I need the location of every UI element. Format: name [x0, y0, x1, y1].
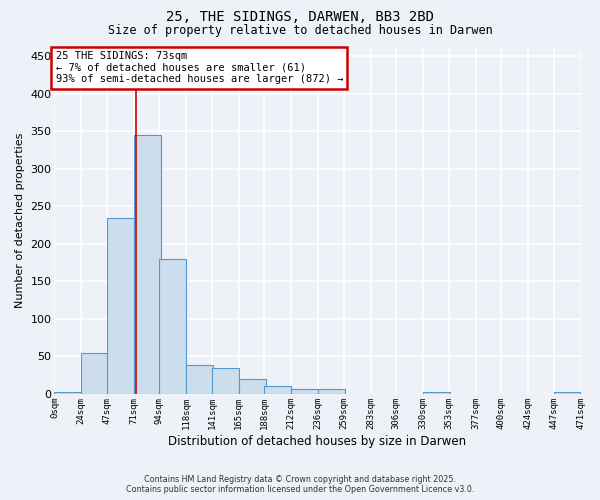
- Bar: [239, 379, 266, 394]
- Bar: [186, 366, 213, 394]
- Bar: [318, 388, 345, 394]
- Y-axis label: Number of detached properties: Number of detached properties: [15, 133, 25, 308]
- Bar: [107, 218, 134, 394]
- Text: 25, THE SIDINGS, DARWEN, BB3 2BD: 25, THE SIDINGS, DARWEN, BB3 2BD: [166, 10, 434, 24]
- Bar: [55, 392, 81, 394]
- Text: Contains HM Land Registry data © Crown copyright and database right 2025.
Contai: Contains HM Land Registry data © Crown c…: [126, 474, 474, 494]
- Text: Size of property relative to detached houses in Darwen: Size of property relative to detached ho…: [107, 24, 493, 37]
- Text: 25 THE SIDINGS: 73sqm
← 7% of detached houses are smaller (61)
93% of semi-detac: 25 THE SIDINGS: 73sqm ← 7% of detached h…: [56, 51, 343, 84]
- Bar: [291, 390, 318, 394]
- Bar: [212, 368, 239, 394]
- Bar: [554, 392, 580, 394]
- Bar: [81, 352, 108, 394]
- Bar: [265, 386, 291, 394]
- X-axis label: Distribution of detached houses by size in Darwen: Distribution of detached houses by size …: [169, 434, 467, 448]
- Bar: [423, 392, 450, 394]
- Bar: [134, 135, 161, 394]
- Bar: [160, 259, 186, 394]
